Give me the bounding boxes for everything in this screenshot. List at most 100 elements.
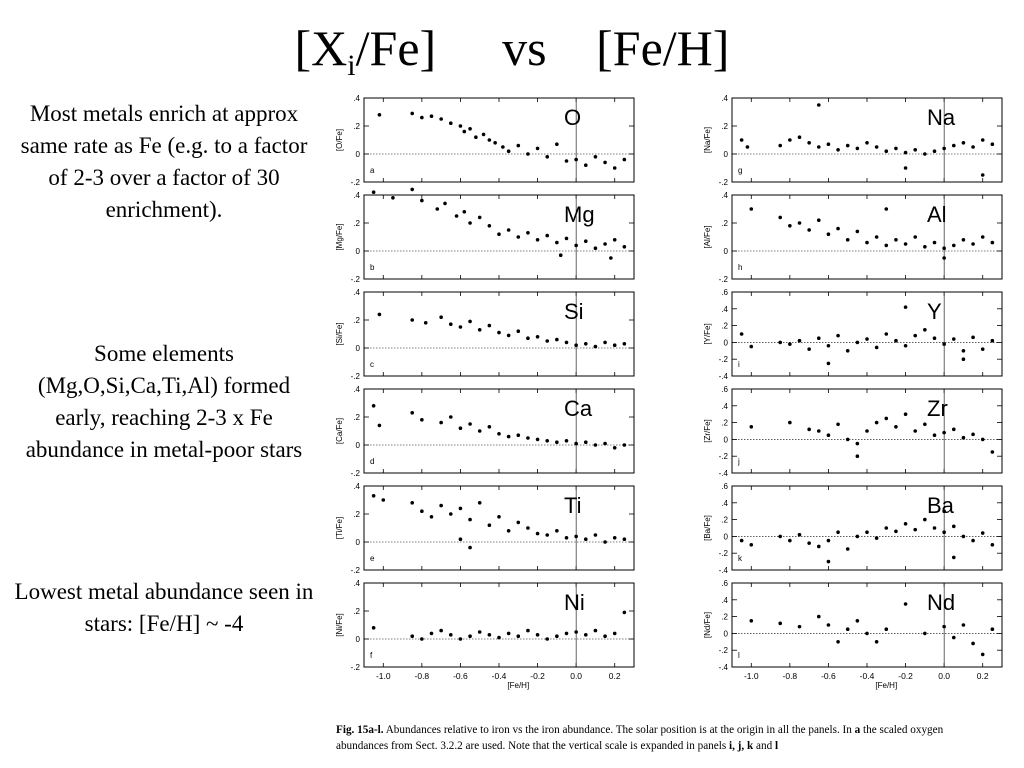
panel-letter: c — [370, 360, 374, 369]
y-tick-label: .2 — [353, 122, 360, 131]
y-tick-label: 0 — [724, 629, 729, 638]
y-tick-label: 0 — [356, 344, 361, 353]
data-point — [462, 210, 467, 214]
data-point — [749, 344, 754, 349]
data-point — [836, 530, 840, 534]
data-point — [493, 141, 497, 145]
data-point — [903, 602, 908, 606]
data-point — [516, 520, 521, 525]
data-point — [603, 441, 607, 446]
y-tick-label: -.2 — [719, 452, 729, 461]
panel-frame — [731, 485, 1003, 571]
data-point — [487, 323, 492, 328]
panel-letter: h — [738, 263, 742, 272]
element-label: Ni — [564, 590, 585, 615]
data-point — [583, 537, 588, 541]
data-point — [855, 619, 860, 623]
y-tick-label: .4 — [353, 288, 360, 297]
panel-frame — [363, 485, 635, 571]
data-point — [574, 243, 578, 248]
panel-g: .4 .2 0 -.2 [Na/Fe] g Na — [703, 94, 1003, 187]
data-point — [961, 534, 966, 539]
data-point — [807, 228, 811, 232]
panel-frame — [363, 388, 635, 474]
data-point — [612, 238, 617, 242]
data-point — [564, 340, 569, 345]
data-point — [845, 238, 850, 242]
data-point — [545, 233, 550, 238]
y-axis-label: [Y/Fe] — [703, 323, 712, 344]
y-tick-label: -.2 — [351, 469, 361, 478]
data-point — [535, 437, 540, 442]
data-point — [865, 530, 869, 534]
data-point — [932, 149, 937, 153]
data-point — [497, 232, 501, 236]
data-point — [612, 166, 617, 170]
data-point — [535, 146, 540, 151]
data-point — [884, 207, 889, 211]
data-point — [435, 207, 440, 211]
panel-l: .6 .4 .2 0 -.2 -.4 [Nd/Fe] l Nd -1.0 -0.8 -0.6 -0.4 -… — [703, 579, 1003, 690]
x-tick-label: -1.0 — [744, 671, 759, 681]
panel-letter: j — [737, 457, 740, 466]
data-point — [749, 619, 754, 623]
data-point — [448, 633, 453, 637]
data-point — [971, 641, 975, 646]
data-point — [788, 538, 792, 543]
data-point — [836, 333, 840, 338]
data-point — [942, 509, 946, 513]
data-point — [593, 344, 598, 349]
data-point — [458, 637, 463, 641]
data-point — [526, 628, 530, 633]
x-tick-label: 0.0 — [938, 671, 950, 681]
data-point — [583, 440, 588, 445]
data-point — [807, 347, 811, 351]
data-point — [443, 201, 447, 206]
x-tick-label: -0.2 — [898, 671, 913, 681]
data-point — [468, 517, 472, 522]
panel-frame — [731, 582, 1003, 668]
data-point — [477, 328, 482, 332]
y-tick-label: .2 — [721, 219, 728, 228]
y-tick-label: -.2 — [351, 663, 361, 672]
data-point — [884, 243, 889, 248]
data-point — [745, 145, 750, 149]
y-tick-label: .4 — [721, 596, 728, 605]
data-point — [583, 633, 588, 637]
data-point — [884, 332, 889, 336]
data-point — [526, 436, 530, 440]
y-tick-label: -.2 — [719, 178, 729, 187]
data-point — [923, 422, 927, 427]
y-tick-label: .2 — [721, 613, 728, 622]
data-point — [894, 338, 898, 343]
data-point — [749, 425, 754, 429]
data-point — [420, 637, 424, 641]
data-point — [535, 633, 540, 637]
data-point — [874, 640, 879, 644]
y-tick-label: .2 — [353, 413, 360, 422]
data-point — [788, 138, 792, 142]
data-point — [942, 530, 946, 534]
data-point — [797, 135, 802, 139]
data-point — [622, 537, 627, 541]
data-point — [612, 536, 617, 540]
x-tick-label: -1.0 — [376, 671, 391, 681]
data-point — [826, 343, 831, 348]
panel-k: .6 .4 .2 0 -.2 -.4 [Ba/Fe] k Ba — [703, 482, 1003, 575]
data-point — [788, 342, 792, 346]
data-point — [583, 239, 588, 243]
data-point — [826, 623, 831, 627]
data-point — [816, 145, 821, 149]
y-tick-label: .4 — [353, 579, 360, 588]
panel-frame — [731, 194, 1003, 280]
data-point — [516, 329, 521, 333]
data-point — [410, 187, 415, 192]
x-tick-label: -0.8 — [415, 671, 430, 681]
data-point — [448, 121, 453, 125]
data-point — [932, 526, 937, 530]
panel-letter: f — [370, 651, 373, 660]
data-point — [913, 333, 918, 338]
y-tick-label: 0 — [356, 538, 361, 547]
data-point — [535, 238, 540, 242]
data-point — [855, 441, 860, 446]
